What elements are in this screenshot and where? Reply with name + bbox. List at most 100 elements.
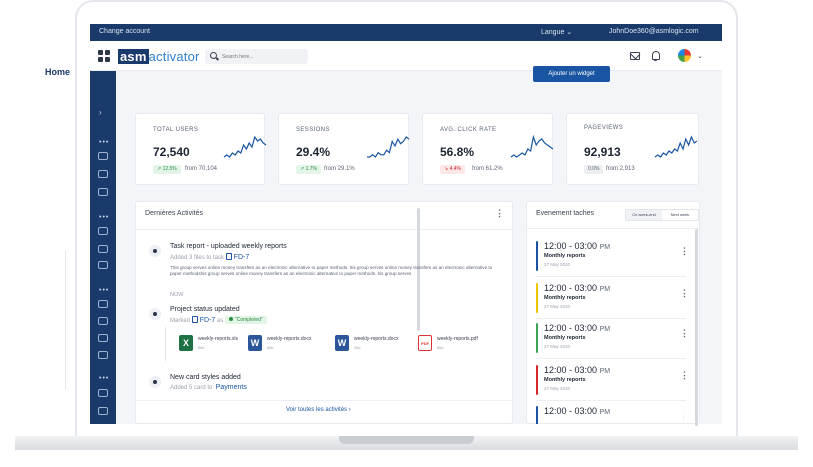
events-scrollbar[interactable] (695, 229, 698, 426)
more-vertical-icon[interactable]: ⋮ (680, 246, 689, 256)
file-name: weekly-reports.docx (354, 336, 399, 342)
excel-icon: X (179, 335, 193, 351)
sidebar-item-profile[interactable] (98, 389, 108, 397)
stat-value: 72,540 (153, 145, 190, 159)
document-icon (225, 253, 232, 260)
divider (536, 400, 686, 401)
expand-sidebar-icon[interactable]: › (99, 108, 102, 117)
search-box (205, 49, 308, 64)
stat-from: from 29.1% (324, 166, 355, 172)
sidebar-item-documents[interactable] (98, 188, 108, 196)
tab-next-week[interactable]: Next week (670, 212, 690, 217)
event-ampm: PM (599, 368, 611, 375)
stat-card-sessions[interactable]: SESSIONS 29.4% ↗ 1.7% from 29.1% (278, 113, 410, 185)
search-input[interactable] (222, 51, 302, 62)
task-link[interactable]: FD-7 (225, 253, 250, 261)
document-icon (191, 316, 198, 323)
page-title: Home (45, 67, 71, 77)
avatar[interactable] (678, 49, 691, 62)
timeline-line (65, 250, 66, 390)
chevron-down-icon[interactable]: ⌄ (697, 53, 703, 60)
sidebar-item-calendar[interactable] (98, 227, 108, 235)
event-time: 12:00 - 03:00 PM (544, 406, 610, 416)
language-dropdown[interactable]: Langue ⌄ (541, 29, 573, 36)
add-widget-button[interactable]: Ajouter un widget (533, 66, 610, 82)
timeline-dot (149, 376, 161, 388)
stat-value: 56.8% (440, 145, 475, 159)
event-item[interactable]: 12:00 - 03:00 PM Monthly reports 27 May … (536, 365, 689, 395)
sidebar-item-settings[interactable] (98, 261, 108, 269)
word-icon: W (248, 335, 262, 351)
activity-subtitle: Added 5 card to Payments (170, 384, 247, 391)
sidebar: › ••• ••• ••• ••• ••• (90, 71, 116, 424)
sidebar-item-tasks[interactable] (98, 334, 108, 342)
activity-sub-text: Marked (170, 318, 191, 324)
stat-card-avg-click-rate[interactable]: AVG. CLICK RATE 56.8% ↘ 4.4% from 61.2% (422, 113, 554, 185)
task-link-text: FD-7 (233, 254, 250, 261)
event-color-bar (536, 241, 538, 271)
event-time-range: 12:00 - 03:00 (544, 365, 598, 375)
more-icon: ••• (99, 375, 110, 382)
stat-label: TOTAL USERS (153, 127, 199, 133)
event-item[interactable]: 12:00 - 03:00 PM ⋮ (536, 406, 684, 424)
more-vertical-icon[interactable]: ⋮ (680, 288, 689, 298)
file-size: 8kb (267, 345, 274, 350)
event-date: 27 May 2020 (544, 304, 571, 309)
event-time-range: 12:00 - 03:00 (544, 323, 598, 333)
event-item[interactable]: 12:00 - 03:00 PM Monthly reports 27 May … (536, 323, 689, 353)
file-name: weekly-reports.pdf (437, 336, 478, 342)
events-title: Evenement taches (536, 210, 594, 217)
status-badge-text: "Completed" (234, 317, 263, 323)
event-ampm: PM (599, 244, 611, 251)
sidebar-item-tools[interactable] (98, 351, 108, 359)
divider (135, 229, 513, 230)
task-link[interactable]: FD-7 (191, 316, 215, 324)
more-icon: ••• (99, 139, 110, 146)
event-time-range: 12:00 - 03:00 (544, 406, 598, 416)
mail-icon[interactable] (630, 52, 640, 60)
more-vertical-icon[interactable]: ⋮ (680, 370, 689, 380)
divider (536, 318, 686, 319)
event-date: 27 May 2020 (544, 386, 571, 391)
sidebar-item-inbox[interactable] (98, 245, 108, 253)
sidebar-item-integrations[interactable] (98, 317, 108, 325)
laptop-notch (339, 436, 474, 444)
activities-scrollbar[interactable] (417, 208, 420, 331)
activity-description: This group serves online money transfers… (170, 265, 493, 276)
logo[interactable]: asm activator (118, 49, 200, 64)
sidebar-item-users[interactable] (98, 300, 108, 308)
stat-value: 29.4% (296, 145, 331, 159)
sidebar-item-reports[interactable] (98, 170, 108, 178)
event-title: Monthly reports (544, 253, 586, 259)
payments-link[interactable]: Payments (215, 384, 247, 391)
stat-change-badge: 0.0% (584, 165, 604, 174)
event-title: Monthly reports (544, 335, 586, 341)
apps-grid-icon[interactable] (98, 50, 110, 62)
file-name: weekly-reports.xls (198, 336, 239, 342)
tab-this-weekend[interactable]: Ce week-end (626, 210, 662, 220)
pdf-icon: PDF (418, 335, 432, 351)
see-all-activities-link[interactable]: Voir toutes les activités › (286, 407, 351, 413)
more-vertical-icon[interactable]: ⋮ (680, 328, 689, 338)
stat-card-pageviews[interactable]: PAGEVIEWS 92,913 0.0% from 2,913 (566, 113, 699, 185)
event-color-bar (536, 365, 538, 395)
sparkline-chart (510, 135, 554, 158)
sidebar-item-add[interactable] (98, 407, 108, 415)
top-bar: Change account Langue ⌄ JohnDoe360@asmlo… (90, 24, 722, 41)
bell-icon[interactable] (651, 50, 660, 61)
event-ampm: PM (599, 286, 611, 293)
more-vertical-icon[interactable]: ⋮ (680, 412, 684, 421)
sidebar-item-dashboard[interactable] (98, 152, 108, 160)
change-account-link[interactable]: Change account (99, 28, 150, 35)
more-vertical-icon[interactable]: ⋮ (495, 208, 504, 218)
user-email[interactable]: JohnDoe360@asmlogic.com (609, 28, 699, 35)
event-item[interactable]: 12:00 - 03:00 PM Monthly reports 27 May … (536, 241, 689, 271)
activities-title: Dernières Activités (145, 210, 203, 217)
event-ampm: PM (599, 326, 611, 333)
event-item[interactable]: 12:00 - 03:00 PM Monthly reports 27 May … (536, 283, 689, 313)
stat-card-total-users[interactable]: TOTAL USERS 72,540 ↗ 12.5% from 70,104 (135, 113, 267, 185)
activity-sub-text: Added 5 card to (170, 385, 213, 391)
activity-sub-text: Added 3 files to task (170, 255, 225, 261)
